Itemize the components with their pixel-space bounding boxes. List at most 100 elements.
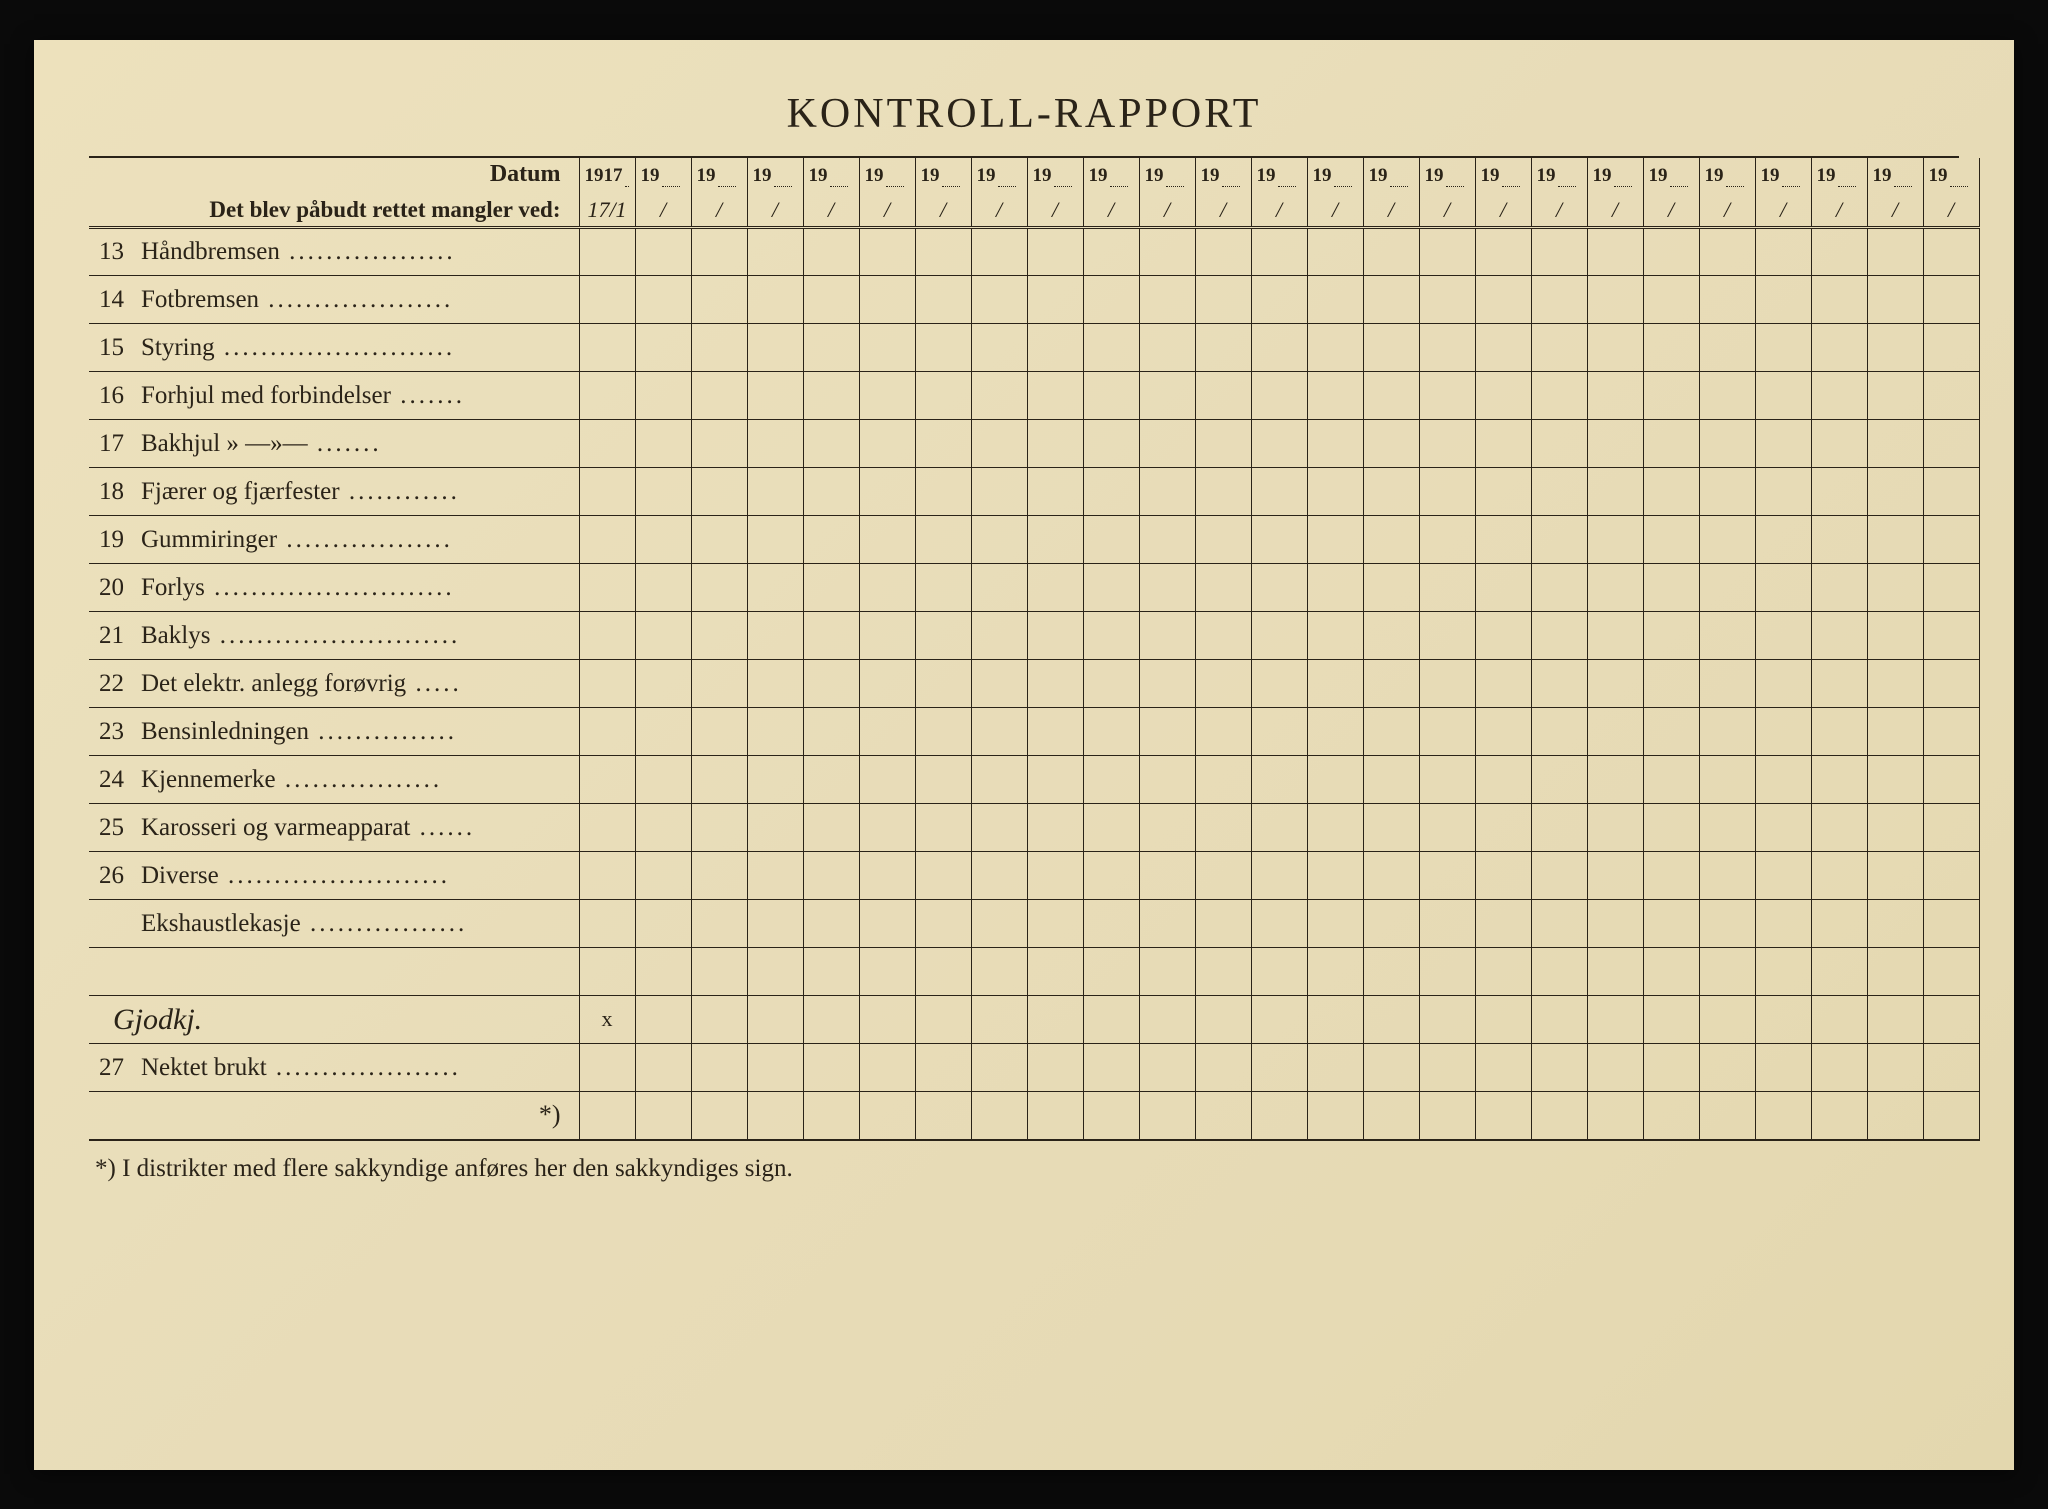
grid-cell: [1531, 612, 1587, 660]
grid-cell: [1027, 804, 1083, 852]
grid-cell: [803, 564, 859, 612]
grid-cell: [1811, 228, 1867, 276]
grid-cell: [1699, 516, 1755, 564]
grid-cell: [1923, 900, 1979, 948]
grid-cell: [1755, 948, 1811, 996]
grid-cell: [859, 660, 915, 708]
grid-cell: [1139, 708, 1195, 756]
grid-cell: [1307, 804, 1363, 852]
grid-cell: [803, 996, 859, 1044]
grid-cell: [1475, 612, 1531, 660]
grid-cell: [859, 516, 915, 564]
grid-cell: [1867, 516, 1923, 564]
grid-cell: [579, 420, 635, 468]
grid-cell: [747, 1044, 803, 1092]
grid-cell: [1867, 612, 1923, 660]
grid-cell: [1923, 324, 1979, 372]
grid-cell: [1307, 996, 1363, 1044]
grid-cell: [803, 324, 859, 372]
grid-cell: [1811, 852, 1867, 900]
table-row: 21Baklys ..........................: [89, 612, 1979, 660]
grid-cell: [1531, 1092, 1587, 1140]
grid-cell: [1811, 708, 1867, 756]
grid-cell: [1307, 660, 1363, 708]
grid-cell: [635, 564, 691, 612]
grid-cell: [1307, 564, 1363, 612]
grid-cell: [1251, 468, 1307, 516]
grid-cell: [579, 756, 635, 804]
year-entry: /: [1195, 194, 1251, 228]
grid-cell: [691, 708, 747, 756]
grid-cell: [1307, 420, 1363, 468]
grid-cell: [803, 372, 859, 420]
grid-cell: [1587, 516, 1643, 564]
grid-cell: [803, 468, 859, 516]
grid-cell: [915, 756, 971, 804]
grid-cell: [1363, 756, 1419, 804]
grid-cell: [1419, 900, 1475, 948]
grid-cell: [1587, 1044, 1643, 1092]
grid-cell: [1643, 660, 1699, 708]
grid-cell: [635, 276, 691, 324]
grid-cell: [635, 948, 691, 996]
footnote: *) I distrikter med flere sakkyndige anf…: [89, 1141, 1959, 1183]
grid-cell: [1027, 708, 1083, 756]
grid-cell: [1139, 516, 1195, 564]
grid-cell: [1587, 900, 1643, 948]
grid-cell: [1587, 756, 1643, 804]
grid-cell: [1139, 468, 1195, 516]
grid-cell: [915, 276, 971, 324]
grid-cell: [1195, 900, 1251, 948]
grid-cell: [1755, 900, 1811, 948]
grid-cell: [1419, 468, 1475, 516]
grid-cell: [859, 708, 915, 756]
grid-cell: [1139, 612, 1195, 660]
grid-cell: [635, 228, 691, 276]
grid-cell: [971, 1044, 1027, 1092]
grid-cell: [1027, 276, 1083, 324]
year-entry: /: [1699, 194, 1755, 228]
grid-cell: [1419, 708, 1475, 756]
grid-cell: [1699, 900, 1755, 948]
grid-cell: [1251, 900, 1307, 948]
year-entry: /: [1419, 194, 1475, 228]
grid-cell: [1307, 756, 1363, 804]
grid-cell: [747, 612, 803, 660]
grid-cell: [915, 1044, 971, 1092]
grid-cell: [915, 564, 971, 612]
grid-cell: [971, 708, 1027, 756]
grid-cell: [1643, 900, 1699, 948]
grid-cell: [803, 852, 859, 900]
grid-cell: [1251, 420, 1307, 468]
grid-cell: [1251, 804, 1307, 852]
grid-cell: [1531, 372, 1587, 420]
grid-cell: [1755, 1044, 1811, 1092]
grid-cell: [1307, 612, 1363, 660]
grid-cell: [1419, 612, 1475, 660]
table-row: 13Håndbremsen ..................: [89, 228, 1979, 276]
year-header: 19: [1587, 158, 1643, 194]
table-row: Ekshaustlekasje .................: [89, 900, 1979, 948]
grid-cell: [1699, 660, 1755, 708]
grid-cell: [1363, 516, 1419, 564]
grid-cell: [1643, 708, 1699, 756]
grid-cell: [1195, 276, 1251, 324]
grid-cell: [1363, 804, 1419, 852]
grid-cell: [691, 228, 747, 276]
grid-cell: [915, 708, 971, 756]
grid-cell: [1475, 372, 1531, 420]
grid-cell: [1027, 516, 1083, 564]
grid-cell: [1867, 1044, 1923, 1092]
grid-cell: [579, 516, 635, 564]
grid-cell: [1643, 420, 1699, 468]
grid-cell: [859, 900, 915, 948]
grid-cell: [1419, 1092, 1475, 1140]
grid-cell: [1587, 804, 1643, 852]
grid-cell: [1643, 516, 1699, 564]
grid-cell: [1083, 276, 1139, 324]
grid-cell: [1307, 1044, 1363, 1092]
grid-cell: [915, 996, 971, 1044]
grid-cell: [1139, 996, 1195, 1044]
grid-cell: [1027, 324, 1083, 372]
year-header: 19: [747, 158, 803, 194]
